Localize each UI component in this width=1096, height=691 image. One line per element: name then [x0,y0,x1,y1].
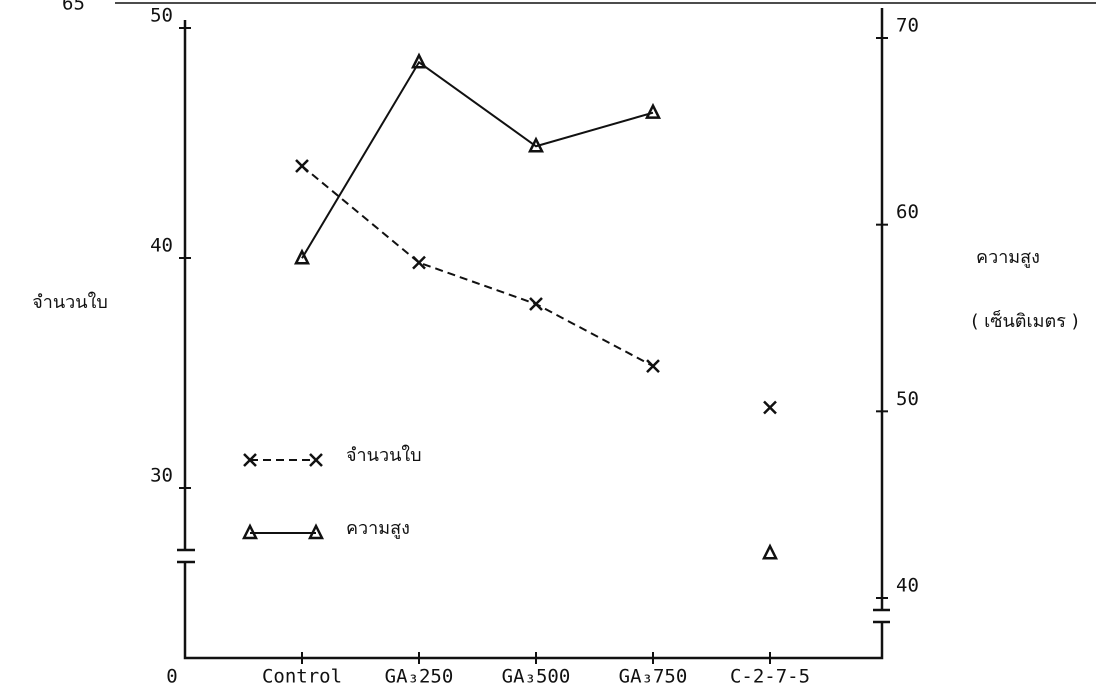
legend-label: จำนวนใบ [346,444,422,466]
chart: 65 0 จำนวนใบ ความสูง ( เซ็นติเมตร ) 30 40… [0,0,1096,691]
data-point [296,160,308,172]
page-number: 65 [62,0,85,15]
x-tick-label: Control [262,666,342,688]
y2-tick-label: 50 [896,388,919,410]
y-axis-label: จำนวนใบ [32,291,108,313]
x-tick-label: GA₃750 [619,666,688,688]
series-line [302,166,653,366]
x-tick-label: C-2-7-5 [730,666,810,688]
x-axis [185,562,882,658]
legend-label: ความสูง [346,518,410,539]
y-tick-label: 50 [150,5,173,27]
data-point [764,546,776,558]
axis-break [177,550,890,622]
data-point [647,106,659,118]
y2-tick-label: 60 [896,201,919,223]
x-tick-label: GA₃250 [385,666,454,688]
y2-tick-label: 40 [896,575,919,597]
origin-label: 0 [166,666,177,688]
y-tick-label: 40 [150,235,173,257]
legend-marker [310,454,322,466]
series-line [302,62,653,258]
y2-axis-unit: ( เซ็นติเมตร ) [971,309,1078,332]
y2-axis-label: ความสูง [976,247,1040,268]
data-point [647,360,659,372]
y-tick-label: 30 [150,465,173,487]
data-point [530,298,542,310]
data-point [413,257,425,269]
x-tick-label: GA₃500 [502,666,571,688]
data-point [764,402,776,414]
y2-tick-label: 70 [896,15,919,37]
